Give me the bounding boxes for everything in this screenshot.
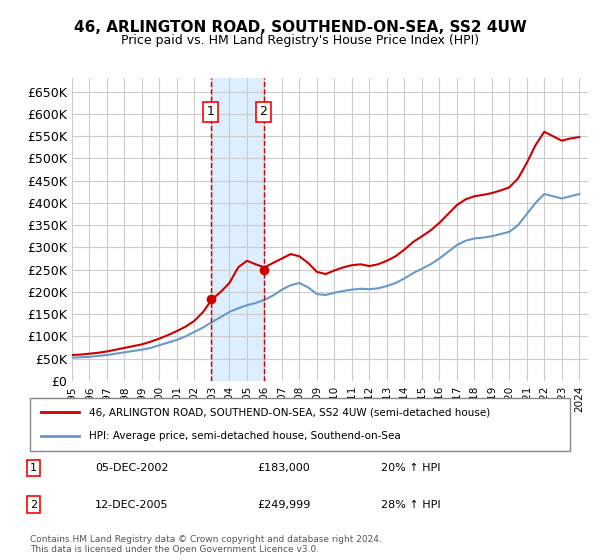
Text: 1: 1 [206, 105, 214, 119]
Text: 05-DEC-2002: 05-DEC-2002 [95, 463, 168, 473]
Bar [211, 78, 263, 381]
Text: 46, ARLINGTON ROAD, SOUTHEND-ON-SEA, SS2 4UW (semi-detached house): 46, ARLINGTON ROAD, SOUTHEND-ON-SEA, SS2… [89, 408, 491, 418]
Text: 20% ↑ HPI: 20% ↑ HPI [381, 463, 440, 473]
Text: Contains HM Land Registry data © Crown copyright and database right 2024.
This d: Contains HM Land Registry data © Crown c… [30, 535, 382, 554]
Text: Price paid vs. HM Land Registry's House Price Index (HPI): Price paid vs. HM Land Registry's House … [121, 34, 479, 46]
Text: 2: 2 [30, 500, 37, 510]
Text: 28% ↑ HPI: 28% ↑ HPI [381, 500, 440, 510]
FancyBboxPatch shape [30, 398, 570, 451]
Text: 2: 2 [260, 105, 268, 119]
Text: 1: 1 [30, 463, 37, 473]
Text: £249,999: £249,999 [257, 500, 310, 510]
Text: 12-DEC-2005: 12-DEC-2005 [95, 500, 168, 510]
Text: £183,000: £183,000 [257, 463, 310, 473]
Text: 46, ARLINGTON ROAD, SOUTHEND-ON-SEA, SS2 4UW: 46, ARLINGTON ROAD, SOUTHEND-ON-SEA, SS2… [74, 20, 526, 35]
Text: HPI: Average price, semi-detached house, Southend-on-Sea: HPI: Average price, semi-detached house,… [89, 431, 401, 441]
